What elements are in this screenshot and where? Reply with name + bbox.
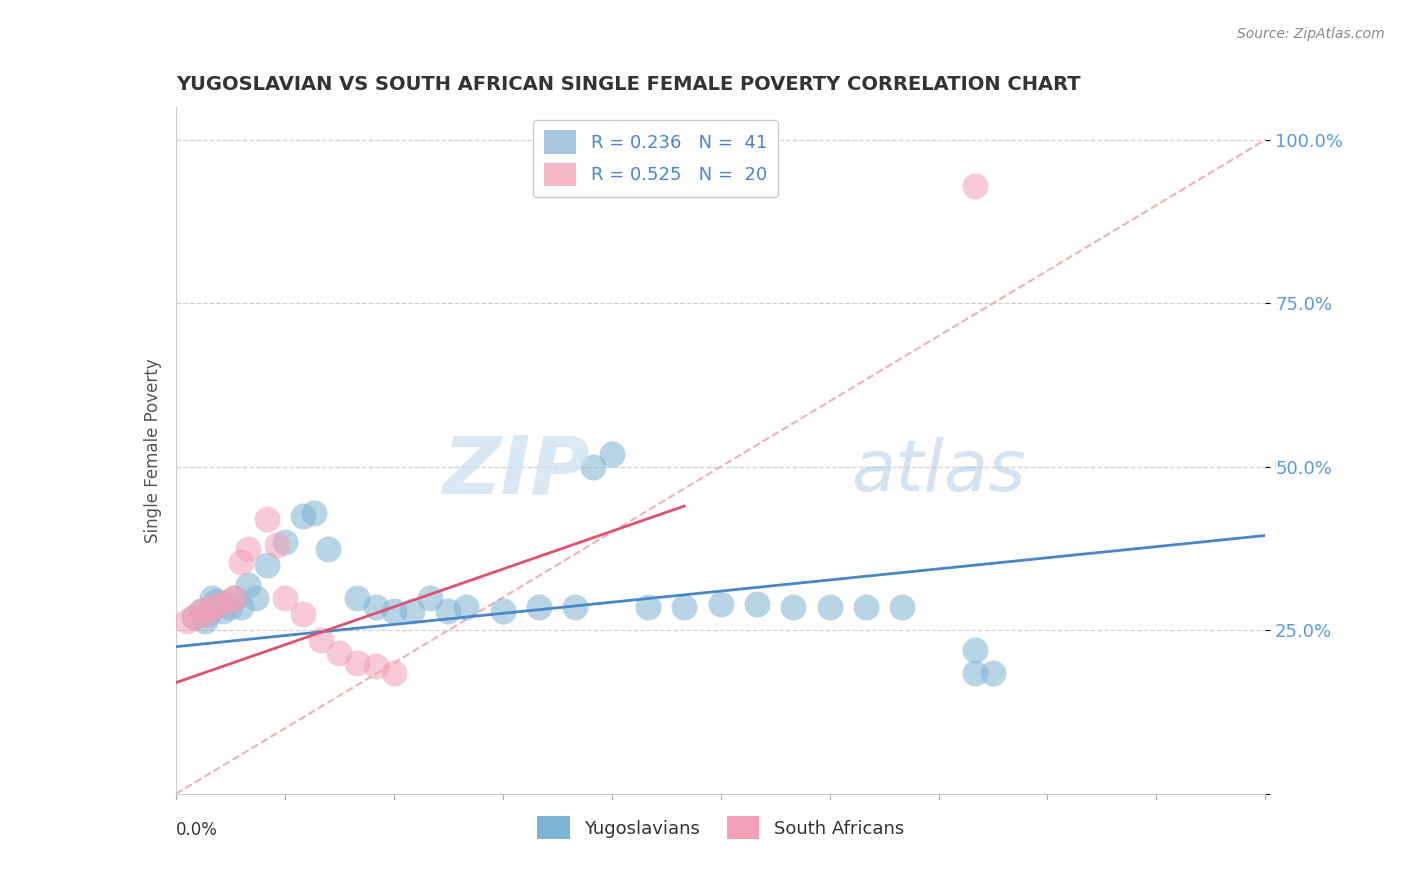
Point <box>963 178 986 193</box>
Point <box>492 604 515 618</box>
Point <box>245 591 267 605</box>
Point <box>346 656 368 670</box>
Point <box>194 607 217 621</box>
Point <box>266 538 288 552</box>
Point <box>190 604 212 618</box>
Point <box>437 604 460 618</box>
Point <box>219 600 242 615</box>
Point <box>194 614 217 628</box>
Point <box>183 610 205 624</box>
Point <box>212 604 235 618</box>
Point <box>208 597 231 611</box>
Point <box>419 591 441 605</box>
Point <box>745 597 768 611</box>
Point <box>302 506 325 520</box>
Point <box>190 604 212 618</box>
Point <box>197 607 219 621</box>
Point <box>231 555 253 569</box>
Point <box>673 600 696 615</box>
Point <box>346 591 368 605</box>
Text: 0.0%: 0.0% <box>176 822 218 839</box>
Point <box>183 610 205 624</box>
Point <box>401 604 423 618</box>
Point <box>256 512 278 526</box>
Point <box>222 591 245 605</box>
Point <box>219 594 242 608</box>
Point <box>456 600 478 615</box>
Point <box>891 600 914 615</box>
Point <box>256 558 278 572</box>
Point <box>274 591 297 605</box>
Point <box>600 447 623 461</box>
Point <box>204 594 226 608</box>
Y-axis label: Single Female Poverty: Single Female Poverty <box>143 359 162 542</box>
Point <box>527 600 550 615</box>
Point <box>328 646 350 660</box>
Text: atlas: atlas <box>852 436 1026 506</box>
Legend: Yugoslavians, South Africans: Yugoslavians, South Africans <box>530 809 911 847</box>
Point <box>274 535 297 549</box>
Text: Source: ZipAtlas.com: Source: ZipAtlas.com <box>1237 27 1385 41</box>
Point <box>382 665 405 680</box>
Point <box>176 614 198 628</box>
Point <box>309 633 332 648</box>
Point <box>637 600 659 615</box>
Point <box>201 600 224 615</box>
Point <box>963 665 986 680</box>
Point <box>564 600 586 615</box>
Point <box>981 665 1004 680</box>
Point <box>291 508 314 523</box>
Point <box>238 577 260 591</box>
Point <box>963 643 986 657</box>
Point <box>201 591 224 605</box>
Point <box>364 659 387 673</box>
Point <box>818 600 841 615</box>
Point <box>238 541 260 556</box>
Point <box>318 541 340 556</box>
Text: YUGOSLAVIAN VS SOUTH AFRICAN SINGLE FEMALE POVERTY CORRELATION CHART: YUGOSLAVIAN VS SOUTH AFRICAN SINGLE FEMA… <box>176 75 1080 95</box>
Text: ZIP: ZIP <box>443 432 591 510</box>
Point <box>782 600 804 615</box>
Point <box>231 600 253 615</box>
Point <box>582 459 605 474</box>
Point <box>710 597 733 611</box>
Point <box>208 597 231 611</box>
Point <box>855 600 877 615</box>
Point <box>222 591 245 605</box>
Point <box>382 604 405 618</box>
Point <box>364 600 387 615</box>
Point <box>291 607 314 621</box>
